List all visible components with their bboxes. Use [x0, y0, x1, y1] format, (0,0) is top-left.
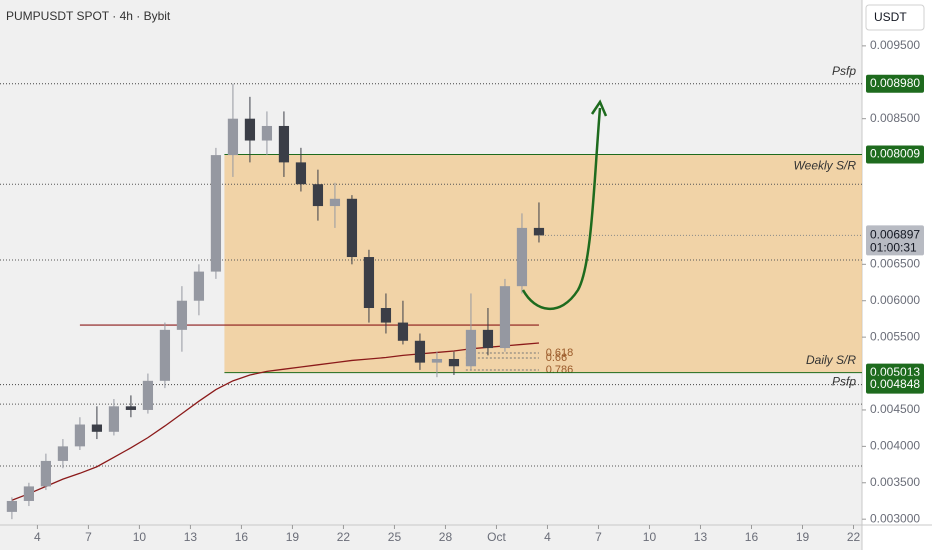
x-tick-label: 4	[544, 530, 551, 544]
candle-body	[346, 198, 358, 258]
currency-button-label[interactable]: USDT	[874, 10, 907, 24]
moving-average	[11, 342, 540, 501]
candle-body	[499, 286, 511, 349]
candle-body	[227, 118, 239, 156]
y-tick-label: 0.004000	[870, 439, 920, 453]
candle-body	[533, 227, 545, 236]
candle-body	[329, 198, 341, 207]
x-tick-label: 10	[133, 530, 147, 544]
level-text: Psfp	[832, 374, 856, 388]
fib-label: 0.618	[546, 347, 574, 359]
candle-body	[91, 424, 103, 432]
y-tick-label: 0.005500	[870, 329, 920, 343]
candle-body	[193, 271, 205, 301]
projection-arrow	[521, 107, 602, 310]
candle-body	[57, 446, 69, 461]
price-tag-label: 0.008009	[870, 147, 920, 161]
candle-body	[210, 155, 222, 272]
y-tick-label: 0.003000	[870, 511, 920, 525]
x-tick-label: 28	[439, 530, 453, 544]
candle-body	[431, 358, 443, 363]
candle-body	[414, 340, 426, 363]
candle-body	[6, 500, 18, 512]
x-tick-label: 13	[184, 530, 198, 544]
candle-body	[74, 424, 86, 447]
arrow-head	[590, 99, 608, 117]
candle-body	[295, 162, 307, 185]
x-tick-label: 7	[595, 530, 602, 544]
x-tick-label: 7	[85, 530, 92, 544]
level-text: Daily S/R	[806, 353, 856, 367]
chart-title: PUMPUSDT SPOT · 4h · Bybit	[6, 9, 171, 23]
candle-body	[312, 184, 324, 207]
zone	[224, 154, 863, 373]
x-tick-label: 22	[847, 530, 861, 544]
y-tick-label: 0.003500	[870, 475, 920, 489]
level-text: Psfp	[832, 64, 856, 78]
y-tick-label: 0.009500	[870, 38, 920, 52]
fib-label: 0.786	[546, 364, 574, 376]
price-tag	[866, 74, 924, 93]
price-tag	[866, 375, 924, 394]
x-tick-label: 16	[745, 530, 759, 544]
candle-body	[363, 257, 375, 309]
level-text: Weekly S/R	[794, 159, 857, 173]
candle-body	[40, 460, 52, 487]
x-tick-label: Oct	[487, 530, 506, 544]
candle-body	[244, 118, 256, 141]
candle-body	[125, 406, 137, 410]
candle-body	[380, 308, 392, 323]
price-tag-label: 0.005013	[870, 365, 920, 379]
y-tick-label: 0.006000	[870, 293, 920, 307]
x-tick-label: 19	[286, 530, 300, 544]
candle-body	[142, 380, 154, 410]
candle-body	[278, 125, 290, 163]
candle-body	[397, 322, 409, 341]
fib-label: 0.66	[546, 352, 567, 364]
x-tick-label: 4	[34, 530, 41, 544]
candle-body	[516, 227, 528, 287]
candle-body	[23, 486, 35, 501]
candle-body	[448, 358, 460, 367]
y-tick-label: 0.008500	[870, 111, 920, 125]
candle-body	[176, 300, 188, 330]
last-price-label: 0.006897	[870, 228, 920, 242]
x-tick-label: 19	[796, 530, 810, 544]
y-tick-label: 0.004500	[870, 402, 920, 416]
x-tick-label: 25	[388, 530, 402, 544]
x-tick-label: 22	[337, 530, 351, 544]
x-tick-label: 13	[694, 530, 708, 544]
candle-body	[159, 329, 171, 381]
x-tick-label: 16	[235, 530, 249, 544]
y-tick-label: 0.006500	[870, 256, 920, 270]
countdown: 01:00:31	[870, 241, 917, 255]
price-tag-label: 0.008980	[870, 76, 920, 90]
x-tick-label: 10	[643, 530, 657, 544]
price-tag-label: 0.004848	[870, 377, 920, 391]
candle-body	[465, 329, 477, 367]
price-tag	[866, 145, 924, 164]
candle-body	[482, 329, 494, 349]
candle-body	[108, 406, 120, 432]
currency-button[interactable]	[865, 4, 925, 31]
last-price-tag	[866, 225, 924, 256]
candle-body	[261, 125, 273, 141]
